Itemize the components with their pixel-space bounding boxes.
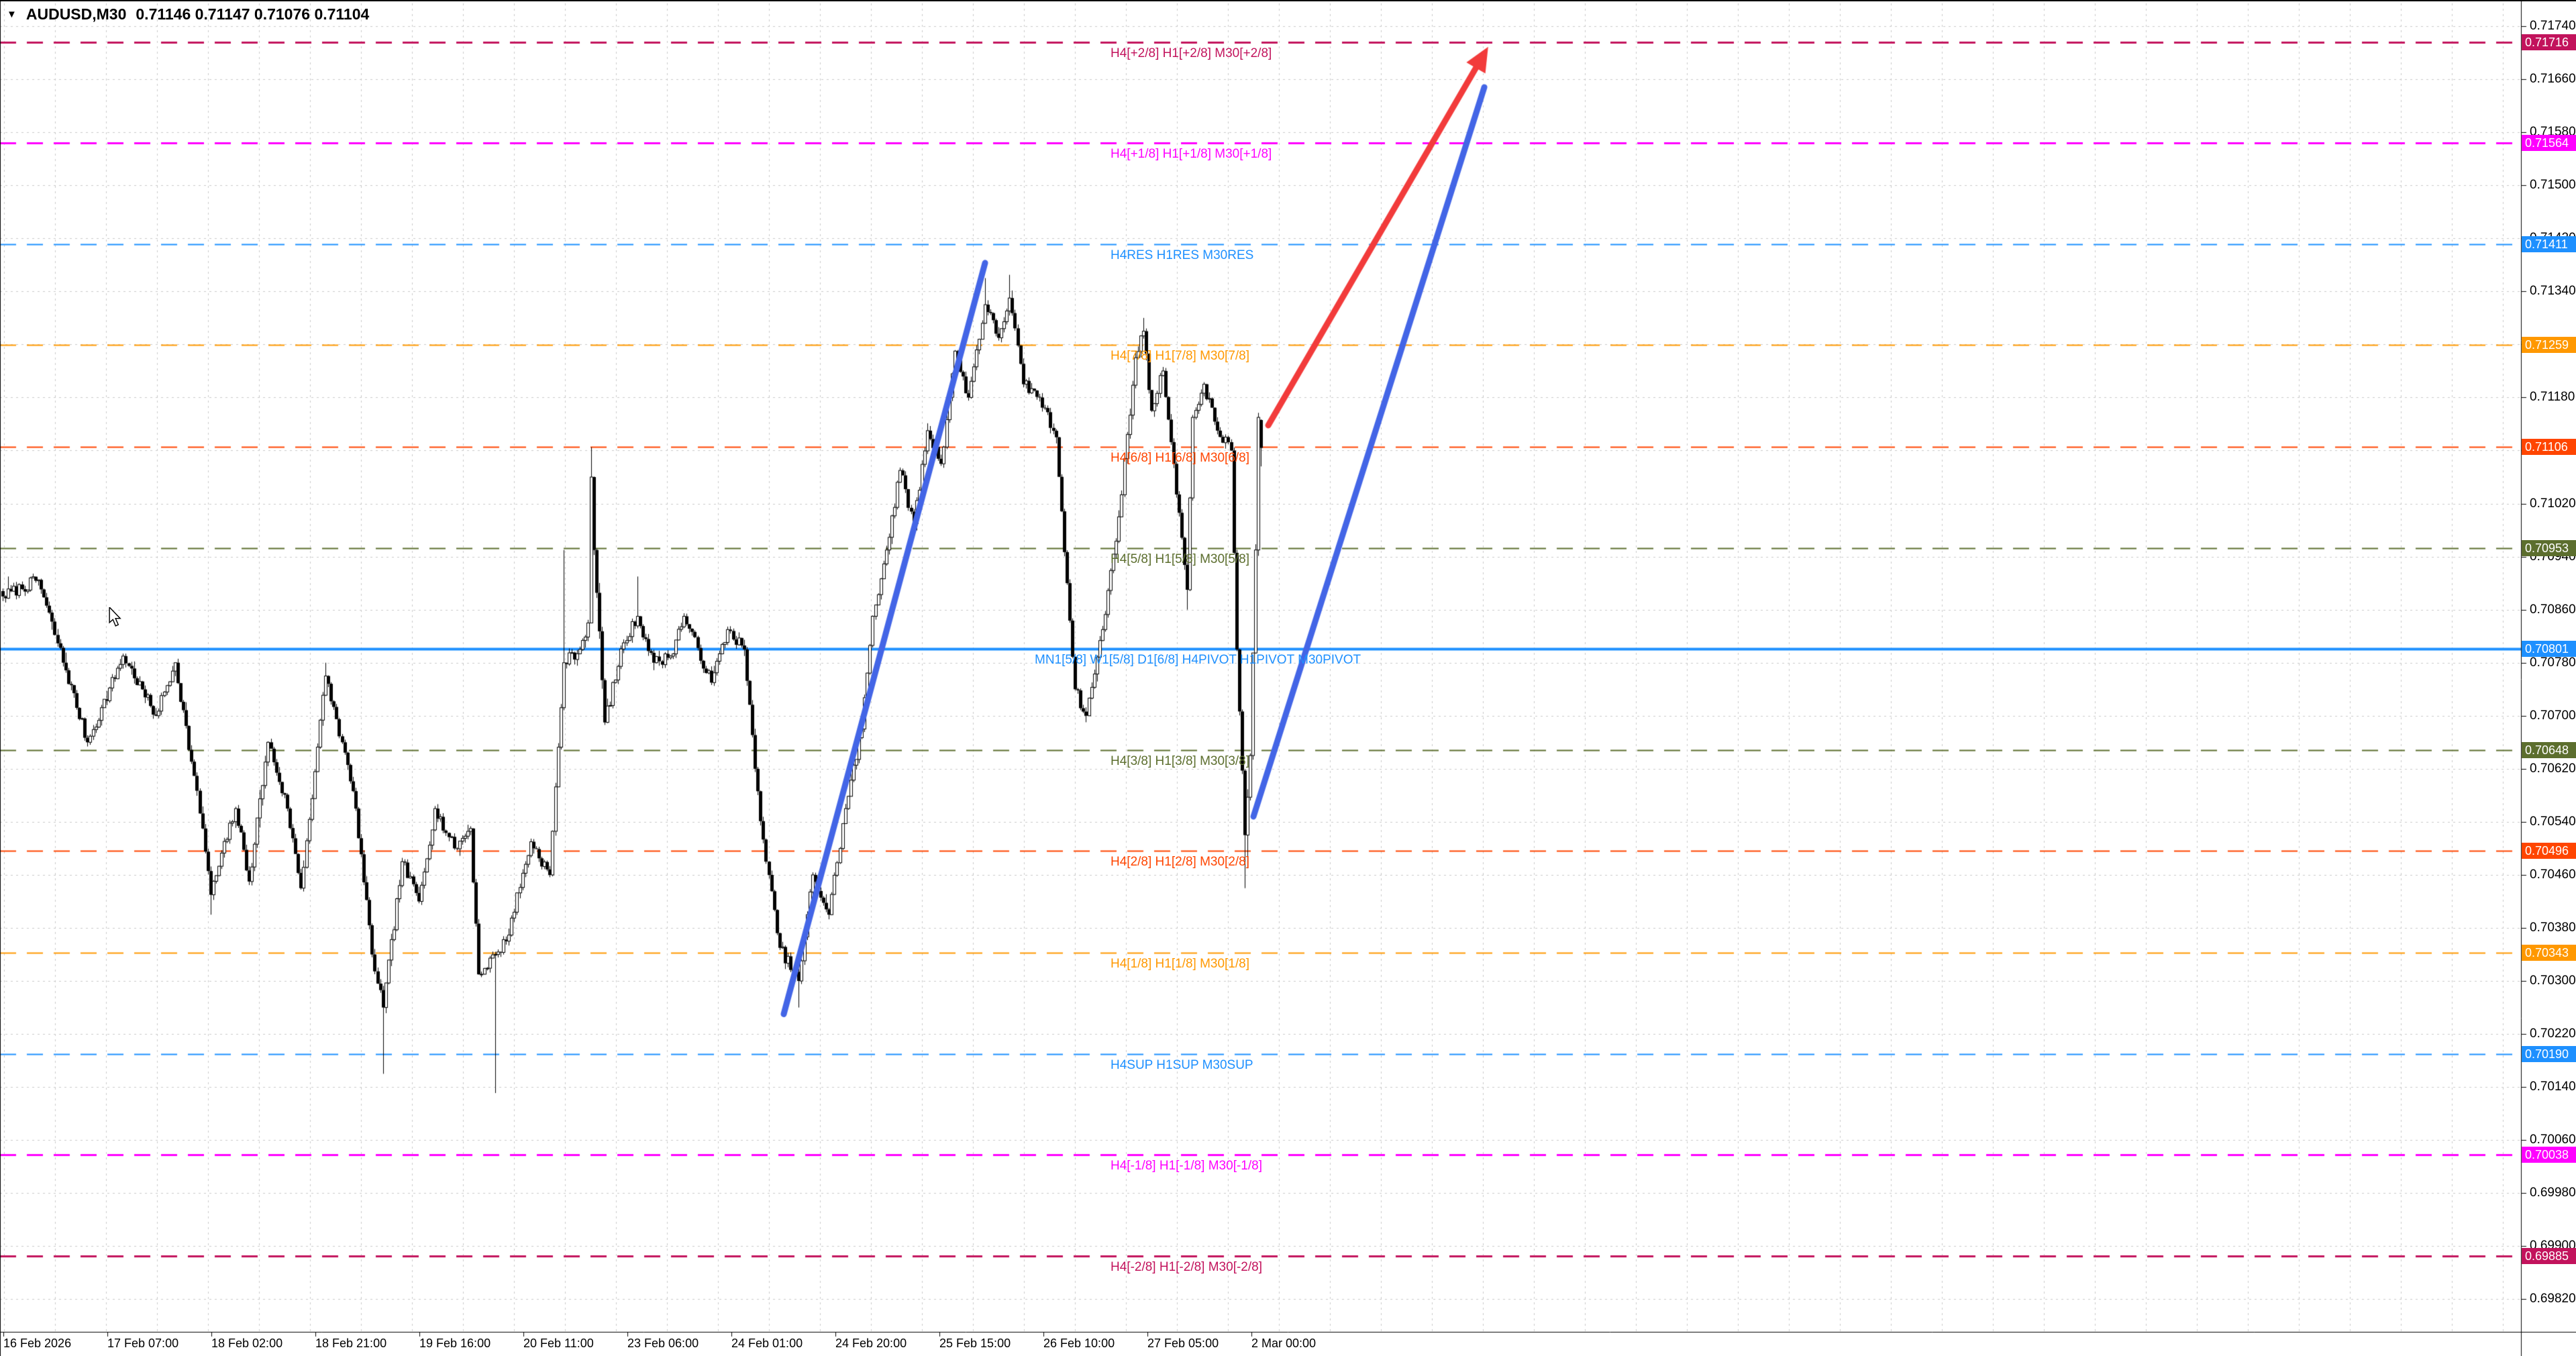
symbol-dropdown-icon[interactable]: ▼ — [7, 9, 17, 20]
price-axis[interactable] — [2521, 1, 2576, 1332]
symbol-title-bar: ▼ AUDUSD,M30 0.71146 0.71147 0.71076 0.7… — [7, 5, 369, 23]
mouse-cursor-icon — [106, 606, 123, 631]
symbol-timeframe-label: AUDUSD,M30 — [25, 5, 127, 23]
time-axis[interactable] — [0, 1332, 2521, 1356]
ohlc-readout: 0.71146 0.71147 0.71076 0.71104 — [136, 5, 370, 23]
